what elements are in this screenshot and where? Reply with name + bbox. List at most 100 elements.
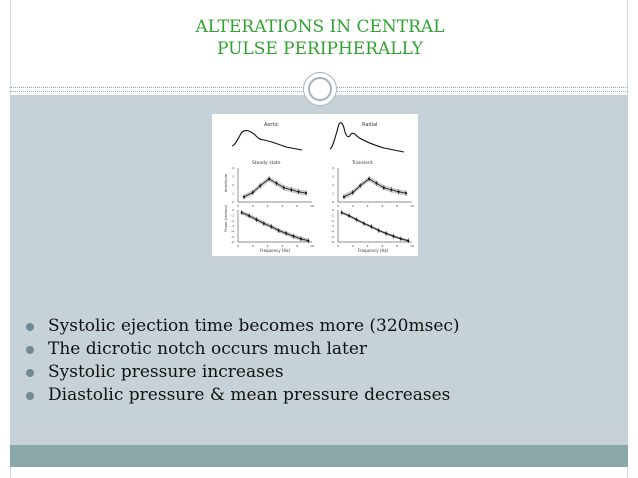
y-tick-label: 3: [332, 175, 334, 179]
y-tick-label: 2: [232, 183, 234, 187]
phase-plot-transient: 0-1-2-3-4-5-60 2 4 6 8 10: [331, 208, 414, 248]
band-line: [241, 210, 309, 240]
data-point: [348, 214, 351, 217]
data-point: [299, 237, 302, 240]
x-tick-label: 2: [352, 204, 354, 208]
bullet-text: Diastolic pressure & mean pressure decre…: [48, 385, 451, 405]
x-tick-label: 2: [252, 244, 254, 248]
data-point: [255, 218, 258, 221]
data-point: [375, 182, 378, 185]
y-tick-label: 0: [232, 200, 234, 204]
y-tick-label: -1: [231, 214, 234, 218]
y-tick-label: -1: [331, 214, 334, 218]
label-steady-state: Steady state: [252, 160, 281, 166]
y-tick-label: 0: [232, 208, 234, 212]
data-point: [259, 184, 262, 187]
data-point: [240, 211, 243, 214]
data-point: [370, 225, 373, 228]
y-tick-label: -5: [231, 235, 234, 239]
data-point: [340, 211, 343, 214]
x-tick-label: 2: [352, 244, 354, 248]
x-tick-label: 0: [237, 204, 239, 208]
data-point: [262, 222, 265, 225]
data-point: [385, 232, 388, 235]
title-line-1: ALTERATIONS IN CENTRAL: [195, 17, 445, 37]
x-tick-label: 10: [410, 244, 414, 248]
data-point: [304, 192, 308, 195]
x-tick-label: 4: [267, 204, 269, 208]
data-point: [407, 239, 410, 242]
label-transient: Transient: [351, 160, 373, 166]
title-line-2: PULSE PERIPHERALLY: [216, 39, 424, 59]
y-tick-label: -3: [331, 224, 334, 228]
data-point: [382, 186, 385, 189]
pulse-figure: Aortic Radial Steady state Transient Amp…: [212, 114, 418, 256]
divider-circle-icon: [303, 72, 337, 106]
x-tick-label: 0: [237, 244, 239, 248]
x-tick-label: 10: [310, 244, 314, 248]
bullet-dot-icon: [26, 323, 34, 331]
data-point: [242, 195, 246, 198]
data-point: [292, 235, 295, 238]
bullet-item: Systolic pressure increases: [16, 361, 460, 384]
bullet-text: Systolic ejection time becomes more (320…: [48, 316, 460, 336]
mean-line: [341, 212, 409, 242]
data-point: [285, 232, 288, 235]
x-tick-label: 0: [337, 244, 339, 248]
data-point: [367, 177, 371, 180]
bullet-dot-icon: [26, 392, 34, 400]
x-tick-label: 2: [252, 204, 254, 208]
y-tick-label: -2: [331, 219, 334, 223]
xlabel-transient: Frequency (Hz): [358, 248, 389, 253]
x-tick-label: 4: [367, 244, 369, 248]
data-point: [351, 191, 354, 194]
y-tick-label: -3: [231, 224, 234, 228]
band-line: [241, 213, 309, 242]
data-point: [275, 182, 278, 185]
data-point: [342, 195, 346, 198]
band-line: [341, 211, 409, 241]
panel-label-radial: Radial: [362, 122, 377, 128]
phase-plot-steady: 0-1-2-3-4-5-60 2 4 6 8 10: [231, 208, 314, 248]
band-line: [241, 211, 309, 241]
x-tick-label: 6: [281, 244, 283, 248]
y-tick-label: 3: [232, 175, 234, 179]
bullet-text: The dicrotic notch occurs much later: [48, 339, 368, 359]
data-point: [377, 229, 380, 232]
band-line: [341, 212, 409, 242]
data-point: [399, 237, 402, 240]
band-line: [341, 213, 409, 242]
footer-bar: [10, 445, 628, 467]
bullet-item: The dicrotic notch occurs much later: [16, 338, 460, 361]
bullet-dot-icon: [26, 346, 34, 354]
x-tick-label: 6: [381, 244, 383, 248]
data-point: [355, 218, 358, 221]
ylabel-phase: Phase (radians): [224, 204, 228, 232]
x-tick-label: 8: [396, 244, 398, 248]
x-tick-label: 4: [267, 244, 269, 248]
y-tick-label: 1: [332, 192, 334, 196]
band-line: [241, 213, 309, 243]
mean-line: [241, 212, 309, 242]
xlabel-steady: Frequency (Hz): [260, 248, 291, 253]
data-point: [397, 190, 400, 193]
y-tick-label: -5: [331, 235, 334, 239]
data-point: [282, 186, 285, 189]
y-tick-label: -4: [231, 230, 234, 234]
y-tick-label: 0: [332, 208, 334, 212]
y-tick-label: 0: [332, 200, 334, 204]
y-tick-label: 1: [232, 192, 234, 196]
bullet-dot-icon: [26, 369, 34, 377]
bullet-text: Systolic pressure increases: [48, 362, 284, 382]
bullet-item: Diastolic pressure & mean pressure decre…: [16, 384, 460, 407]
x-tick-label: 6: [381, 204, 383, 208]
y-tick-label: -6: [331, 240, 334, 244]
x-tick-label: 0: [337, 204, 339, 208]
ylabel-amplitude: Amplitude: [224, 174, 228, 192]
band-line: [341, 211, 409, 241]
bullet-list: Systolic ejection time becomes more (320…: [16, 315, 460, 407]
x-tick-label: 8: [396, 204, 398, 208]
x-tick-label: 10: [410, 204, 414, 208]
data-point: [251, 191, 254, 194]
